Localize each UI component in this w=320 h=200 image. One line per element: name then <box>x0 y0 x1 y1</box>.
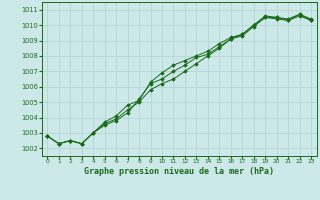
X-axis label: Graphe pression niveau de la mer (hPa): Graphe pression niveau de la mer (hPa) <box>84 167 274 176</box>
